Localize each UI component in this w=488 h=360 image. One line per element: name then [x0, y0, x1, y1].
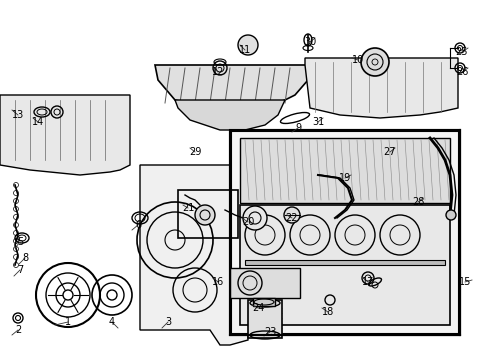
Text: 6: 6 [135, 220, 141, 230]
Bar [230, 131, 458, 334]
Text: 24: 24 [251, 303, 264, 313]
Text: 27: 27 [383, 147, 395, 157]
Text: 25: 25 [455, 47, 468, 57]
Text: 26: 26 [455, 67, 467, 77]
Text: 31: 31 [311, 117, 324, 127]
Polygon shape [0, 95, 130, 175]
Text: 11: 11 [238, 45, 251, 55]
Text: 13: 13 [12, 110, 24, 120]
Text: 2: 2 [15, 325, 21, 335]
Circle shape [360, 48, 388, 76]
Circle shape [284, 207, 299, 223]
Text: 15: 15 [458, 277, 470, 287]
Text: 22: 22 [285, 213, 298, 223]
Bar [178, 190, 238, 238]
Bar [229, 130, 459, 335]
Bar [247, 300, 282, 338]
Text: 12: 12 [211, 67, 224, 77]
Text: 17: 17 [361, 277, 373, 287]
Circle shape [243, 206, 266, 230]
Text: 8: 8 [22, 253, 28, 263]
Polygon shape [175, 100, 285, 130]
Text: 9: 9 [294, 123, 301, 133]
Bar [229, 130, 459, 335]
Text: 21: 21 [182, 203, 194, 213]
Bar [240, 138, 449, 203]
Bar [244, 260, 444, 265]
Bar [240, 205, 449, 325]
Bar [229, 268, 299, 298]
Bar [252, 298, 274, 306]
Text: 10: 10 [351, 55, 364, 65]
Text: 29: 29 [188, 147, 201, 157]
Text: 4: 4 [109, 317, 115, 327]
Text: 23: 23 [263, 327, 276, 337]
Polygon shape [140, 165, 247, 345]
Polygon shape [305, 58, 457, 118]
Circle shape [238, 35, 258, 55]
Circle shape [195, 205, 215, 225]
Text: 19: 19 [338, 173, 350, 183]
Text: 30: 30 [303, 37, 315, 47]
Polygon shape [155, 65, 309, 108]
Text: 5: 5 [17, 237, 23, 247]
Circle shape [445, 210, 455, 220]
Text: 7: 7 [17, 265, 23, 275]
Text: 3: 3 [164, 317, 171, 327]
Text: 20: 20 [242, 217, 254, 227]
Text: 1: 1 [65, 317, 71, 327]
Text: 16: 16 [211, 277, 224, 287]
Text: 28: 28 [411, 197, 423, 207]
Text: 18: 18 [321, 307, 333, 317]
Text: 14: 14 [32, 117, 44, 127]
